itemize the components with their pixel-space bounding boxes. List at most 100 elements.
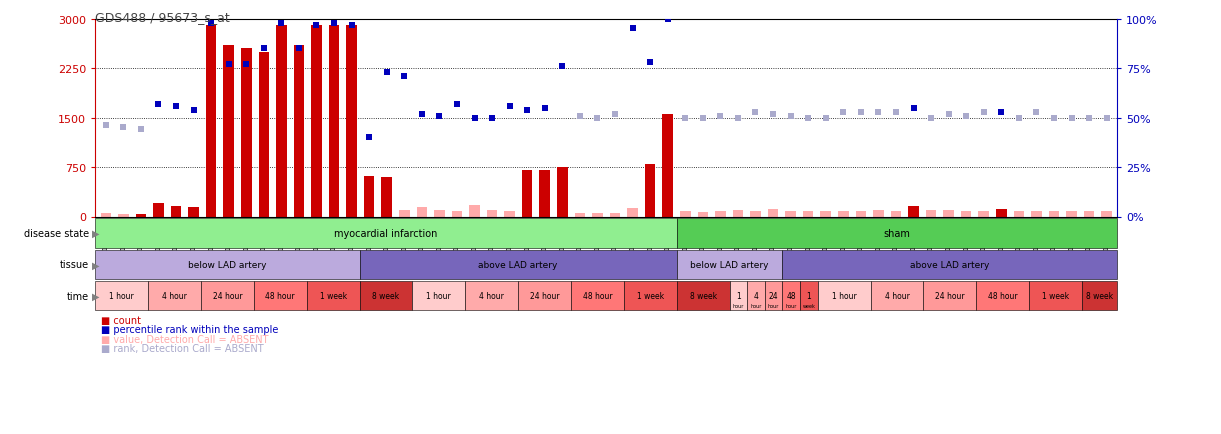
Text: ■ count: ■ count	[101, 315, 142, 325]
Text: 1 hour: 1 hour	[832, 292, 856, 300]
Text: 4 hour: 4 hour	[480, 292, 504, 300]
Text: time: time	[67, 291, 89, 301]
Text: 8 week: 8 week	[1085, 292, 1114, 300]
Text: 4 hour: 4 hour	[884, 292, 910, 300]
Bar	[254, 281, 306, 311]
Text: ■ percentile rank within the sample: ■ percentile rank within the sample	[101, 325, 278, 335]
Bar	[136, 214, 147, 217]
Bar	[359, 250, 676, 279]
Bar	[359, 281, 413, 311]
Bar	[241, 49, 252, 217]
Text: ▶: ▶	[92, 229, 99, 238]
Bar	[1032, 211, 1042, 217]
Bar	[1101, 211, 1112, 217]
Bar	[328, 26, 339, 217]
Bar	[676, 250, 783, 279]
Bar	[153, 204, 164, 217]
Bar	[890, 212, 901, 217]
Bar	[487, 210, 497, 217]
Bar	[540, 170, 549, 217]
Bar	[259, 53, 269, 217]
Bar	[311, 26, 322, 217]
Text: tissue: tissue	[60, 260, 89, 270]
Text: GDS488 / 95673_s_at: GDS488 / 95673_s_at	[95, 11, 230, 24]
Bar	[628, 208, 637, 217]
Bar	[676, 219, 1117, 248]
Text: 48 hour: 48 hour	[582, 292, 612, 300]
Text: hour: hour	[785, 303, 797, 308]
Text: 8 week: 8 week	[690, 292, 717, 300]
Bar	[680, 211, 691, 217]
Text: below LAD artery: below LAD artery	[188, 260, 266, 269]
Bar	[201, 281, 254, 311]
Text: 1 week: 1 week	[1042, 292, 1070, 300]
Bar	[571, 281, 624, 311]
Text: sham: sham	[884, 229, 911, 238]
Text: 24: 24	[769, 292, 779, 300]
Bar	[624, 281, 676, 311]
Bar	[908, 207, 918, 217]
Bar	[923, 281, 977, 311]
Bar	[1082, 281, 1117, 311]
Text: 4 hour: 4 hour	[162, 292, 187, 300]
Text: ▶: ▶	[92, 260, 99, 270]
Bar	[764, 281, 783, 311]
Bar	[996, 209, 1006, 217]
Text: below LAD artery: below LAD artery	[690, 260, 769, 269]
Bar	[926, 210, 937, 217]
Text: 1 week: 1 week	[320, 292, 347, 300]
Bar	[95, 219, 676, 248]
Bar	[171, 207, 181, 217]
Text: hour: hour	[768, 303, 779, 308]
Bar	[188, 207, 199, 217]
Text: myocardial infarction: myocardial infarction	[335, 229, 437, 238]
Bar	[465, 281, 518, 311]
Bar	[838, 212, 849, 217]
Bar	[100, 214, 111, 217]
Bar	[978, 211, 989, 217]
Text: above LAD artery: above LAD artery	[479, 260, 558, 269]
Text: disease state: disease state	[24, 229, 89, 238]
Bar	[416, 207, 427, 217]
Bar	[803, 211, 813, 217]
Text: ■ value, Detection Call = ABSENT: ■ value, Detection Call = ABSENT	[101, 334, 269, 344]
Text: week: week	[802, 303, 816, 308]
Bar	[521, 171, 532, 217]
Text: 8 week: 8 week	[372, 292, 399, 300]
Bar	[518, 281, 571, 311]
Bar	[592, 214, 603, 217]
Text: 1 week: 1 week	[636, 292, 664, 300]
Bar	[818, 281, 871, 311]
Bar	[1029, 281, 1082, 311]
Bar	[783, 250, 1117, 279]
Bar	[347, 26, 357, 217]
Bar	[676, 281, 730, 311]
Text: 24 hour: 24 hour	[212, 292, 242, 300]
Text: 48 hour: 48 hour	[988, 292, 1017, 300]
Bar	[645, 164, 656, 217]
Bar	[575, 213, 585, 217]
Text: hour: hour	[733, 303, 744, 308]
Text: 1: 1	[807, 292, 811, 300]
Text: 4: 4	[753, 292, 758, 300]
Bar	[276, 26, 287, 217]
Bar	[1066, 212, 1077, 217]
Bar	[821, 211, 832, 217]
Bar	[663, 115, 673, 217]
Text: 1 hour: 1 hour	[110, 292, 134, 300]
Bar	[768, 209, 778, 217]
Bar	[223, 46, 234, 217]
Bar	[1084, 211, 1094, 217]
Bar	[435, 210, 444, 217]
Bar	[381, 178, 392, 217]
Bar	[95, 281, 148, 311]
Bar	[944, 210, 954, 217]
Bar	[783, 281, 800, 311]
Bar	[733, 210, 744, 217]
Text: 1 hour: 1 hour	[426, 292, 452, 300]
Text: 24 hour: 24 hour	[530, 292, 559, 300]
Bar	[364, 176, 375, 217]
Bar	[800, 281, 818, 311]
Bar	[118, 214, 128, 217]
Text: 48 hour: 48 hour	[265, 292, 295, 300]
